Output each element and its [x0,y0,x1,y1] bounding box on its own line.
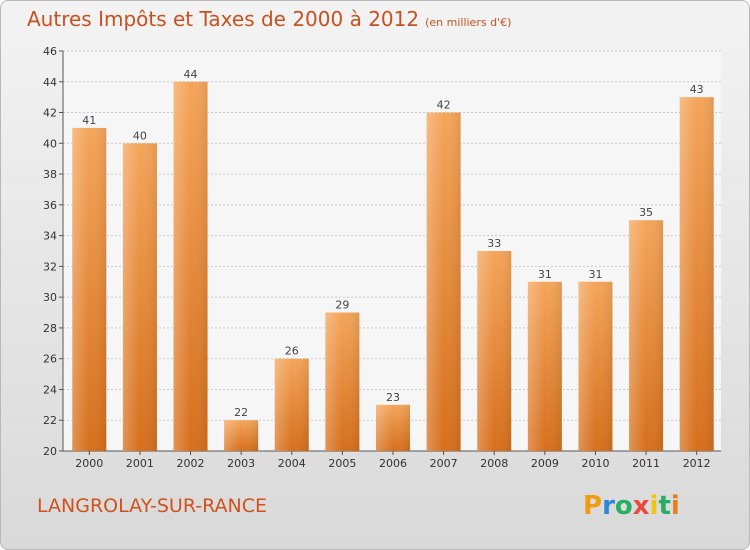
y-tick-label: 26 [43,353,57,366]
bar-shading [72,127,107,451]
bar-value-label: 31 [588,268,602,281]
bar-value-label: 26 [285,345,299,358]
bar-shading [376,404,410,451]
x-tick-label: 2002 [177,457,205,470]
y-tick-label: 22 [43,414,57,427]
bar-shading [679,97,714,452]
bar-value-label: 43 [690,83,704,96]
bar-shading [274,358,309,451]
bar-value-label: 29 [335,299,349,312]
bar-shading [224,420,259,451]
bar-value-label: 22 [234,406,248,419]
chart-subtitle: (en milliers d'€) [425,16,512,29]
x-tick-label: 2000 [75,457,103,470]
x-tick-label: 2005 [328,457,356,470]
data-labels: 41 40 44 22 26 29 23 42 33 31 31 35 43 [82,68,703,419]
x-tick-label: 2008 [480,457,508,470]
logo-letter: t [658,491,671,521]
y-tick-label: 42 [43,107,57,120]
bars [72,81,714,452]
logo-letter: x [632,491,650,521]
x-tick-label: 2010 [581,457,609,470]
axes: 20 22 24 26 28 30 32 34 36 38 40 42 44 46 2000 2001 2002… [43,45,721,470]
x-tick-label: 2007 [430,457,458,470]
bar-shading [578,281,613,451]
x-tick-label: 2001 [126,457,154,470]
y-tick-label: 38 [43,168,57,181]
commune-name: LANGROLAY-SUR-RANCE [37,495,268,517]
proxiti-logo[interactable]: Proxiti [583,491,680,521]
y-tick-label: 24 [43,383,57,396]
x-tick-label: 2003 [227,457,255,470]
bar-value-label: 42 [437,99,451,112]
y-tick-label: 44 [43,76,57,89]
y-tick-label: 28 [43,322,57,335]
y-tick-label: 36 [43,199,57,212]
logo-letter: o [614,491,633,521]
y-tick-label: 46 [43,45,57,58]
bar-shading [527,281,562,451]
logo-letter: r [602,491,615,521]
bar-value-label: 33 [487,237,501,250]
bar-shading [629,220,664,451]
y-tick-label: 30 [43,291,57,304]
logo-letter: i [670,491,680,521]
x-tick-label: 2006 [379,457,407,470]
chart-title-text: Autres Impôts et Taxes de 2000 à 2012 [27,7,420,31]
bar-shading [477,251,512,451]
x-tick-label: 2012 [683,457,711,470]
x-tick-label: 2004 [278,457,306,470]
bar-value-label: 40 [133,129,147,142]
y-tick-label: 40 [43,137,57,150]
bar-shading [325,312,360,451]
x-tick-label: 2009 [531,457,559,470]
bar-value-label: 44 [184,68,198,81]
y-tick-label: 32 [43,260,57,273]
bar-shading [426,112,461,452]
bar-shading [173,81,208,452]
bar-value-label: 31 [538,268,552,281]
logo-letter: P [583,491,603,521]
chart-title: Autres Impôts et Taxes de 2000 à 2012 (en… [27,7,511,31]
y-tick-label: 34 [43,230,57,243]
x-tick-label: 2011 [632,457,660,470]
bar-value-label: 23 [386,391,400,404]
logo-letter: i [649,491,659,521]
bar-value-label: 41 [82,114,96,127]
bar-shading [122,143,157,452]
y-tick-label: 20 [43,445,57,458]
bar-value-label: 35 [639,206,653,219]
